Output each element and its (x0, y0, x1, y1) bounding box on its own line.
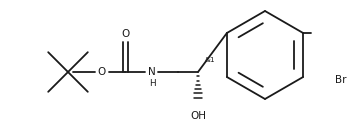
Text: OH: OH (190, 111, 206, 121)
Text: &1: &1 (205, 57, 215, 63)
Text: O: O (121, 29, 129, 39)
Text: Br: Br (335, 75, 347, 85)
Text: O: O (98, 67, 106, 77)
Text: H: H (149, 79, 155, 88)
Text: N: N (148, 67, 156, 77)
